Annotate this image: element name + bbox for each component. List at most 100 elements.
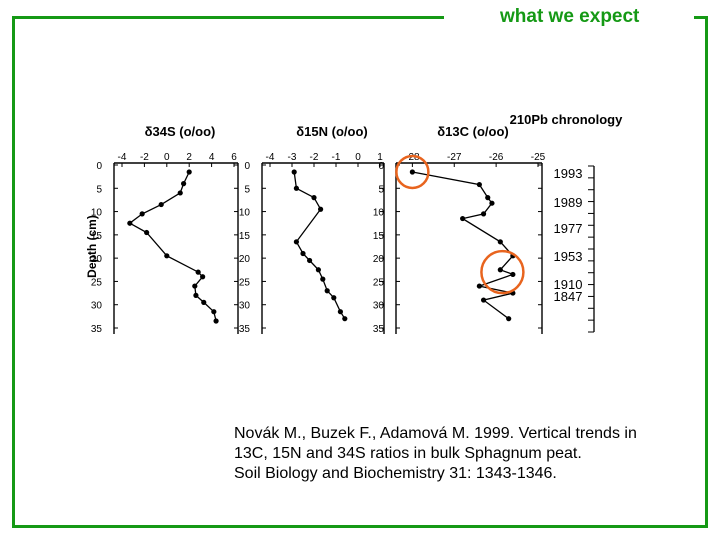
series-line xyxy=(128,171,217,322)
y-tick-label: 25 xyxy=(239,277,251,288)
chronology-year: 1977 xyxy=(554,221,583,236)
chronology-year: 1989 xyxy=(554,195,583,210)
y-tick-label: 0 xyxy=(378,161,384,172)
x-tick-label: 4 xyxy=(209,152,215,163)
x-tick-label: -27 xyxy=(447,152,462,163)
y-tick-label: 30 xyxy=(91,301,103,312)
data-point xyxy=(164,253,170,259)
depth-panel-1: δ34S (o/oo) -4 -2 0 2 4 6 0 5 10 15 20 25 30 35 Depth (… xyxy=(85,124,239,335)
y-tick-label: 20 xyxy=(373,254,385,265)
data-point xyxy=(318,206,324,212)
data-point xyxy=(331,295,337,301)
x-tick-label: 2 xyxy=(186,152,192,163)
x-tick-label: 0 xyxy=(355,152,361,163)
data-point xyxy=(158,201,164,208)
y-tick-label: 15 xyxy=(239,231,251,242)
y-tick-label: 35 xyxy=(373,324,385,335)
data-point xyxy=(311,195,317,201)
data-point xyxy=(476,283,482,289)
x-tick-label: -2 xyxy=(310,152,319,163)
y-tick-label: 10 xyxy=(239,208,251,219)
data-point xyxy=(200,274,206,280)
data-point xyxy=(409,169,415,175)
x-tick-label: -4 xyxy=(266,152,275,163)
data-point xyxy=(177,190,183,196)
data-point xyxy=(320,276,326,282)
data-point xyxy=(186,169,192,175)
highlight-circles xyxy=(395,154,525,295)
chronology-year: 1847 xyxy=(554,289,583,304)
data-point xyxy=(181,181,187,187)
y-tick-label: 20 xyxy=(91,254,103,265)
y-tick-label: 30 xyxy=(239,301,251,312)
y-tick-label: 0 xyxy=(96,161,102,172)
y-tick-label: 0 xyxy=(244,161,250,172)
data-point xyxy=(480,297,487,303)
y-tick-label: 10 xyxy=(91,208,103,219)
panel-title: δ34S (o/oo) xyxy=(145,124,216,139)
panel-title: δ13C (o/oo) xyxy=(437,124,508,139)
x-tick-label: -28 xyxy=(405,152,420,163)
data-point xyxy=(213,318,219,324)
y-tick-label: 15 xyxy=(91,231,103,242)
frame-top-line xyxy=(12,16,444,19)
data-point xyxy=(480,211,487,217)
series-line xyxy=(293,171,346,320)
x-tick-label: 1 xyxy=(377,152,383,163)
data-point xyxy=(144,229,150,236)
x-tick-label: -25 xyxy=(531,152,546,163)
x-tick-label: -1 xyxy=(332,152,341,163)
chronology-year: 1953 xyxy=(554,249,583,264)
frame-left-line xyxy=(12,16,15,528)
chronology-year: 1910 xyxy=(554,277,583,292)
data-point xyxy=(315,267,321,273)
data-point xyxy=(342,316,348,322)
citation-line-1: Novák M., Buzek F., Adamová M. 1999. Ver… xyxy=(234,425,637,442)
y-tick-label: 25 xyxy=(373,277,385,288)
y-tick-label: 5 xyxy=(244,184,250,195)
data-point xyxy=(497,239,503,245)
y-tick-label: 5 xyxy=(378,184,384,195)
y-axis-label: Depth (cm) xyxy=(85,215,99,278)
frame-bottom-line xyxy=(12,525,708,528)
data-point xyxy=(337,309,343,315)
depth-panel-3: δ13C (o/oo) -28 -27 -26 -25 0 5 10 15 20 25 30 35 xyxy=(373,124,546,335)
panel-title: δ15N (o/oo) xyxy=(296,124,367,139)
chronology-title: 210Pb chronology xyxy=(510,112,623,127)
data-point xyxy=(291,169,297,175)
data-point xyxy=(127,220,133,226)
data-point xyxy=(293,185,299,191)
y-tick-label: 15 xyxy=(373,231,385,242)
frame-top-right-stub xyxy=(694,16,708,19)
data-point xyxy=(324,288,330,294)
data-point xyxy=(201,299,207,305)
x-tick-label: -2 xyxy=(140,152,149,163)
y-tick-label: 35 xyxy=(91,324,103,335)
data-point xyxy=(510,271,516,278)
highlight-circle-top xyxy=(395,154,430,190)
x-tick-label: 0 xyxy=(164,152,170,163)
highlight-circle-mid xyxy=(480,249,525,295)
y-tick-label: 5 xyxy=(96,184,102,195)
frame-right-line xyxy=(705,16,708,528)
y-tick-label: 30 xyxy=(373,301,385,312)
y-tick-label: 20 xyxy=(239,254,251,265)
data-point xyxy=(307,257,313,264)
slide-title: what we expect xyxy=(500,6,640,27)
citation-line-2: 13C, 15N and 34S ratios in bulk Sphagnum… xyxy=(234,445,582,462)
citation-line-3: Soil Biology and Biochemistry 31: 1343-1… xyxy=(234,465,557,482)
citation: Novák M., Buzek F., Adamová M. 1999. Ver… xyxy=(234,424,637,484)
data-point xyxy=(195,269,201,275)
y-tick-label: 35 xyxy=(239,324,251,335)
data-point xyxy=(485,195,491,201)
data-point xyxy=(497,267,503,273)
x-tick-label: -4 xyxy=(118,152,127,163)
data-point xyxy=(476,181,482,188)
data-point xyxy=(489,200,495,206)
y-tick-label: 10 xyxy=(373,208,385,219)
data-point xyxy=(139,211,145,217)
chronology-year: 1993 xyxy=(554,166,583,181)
